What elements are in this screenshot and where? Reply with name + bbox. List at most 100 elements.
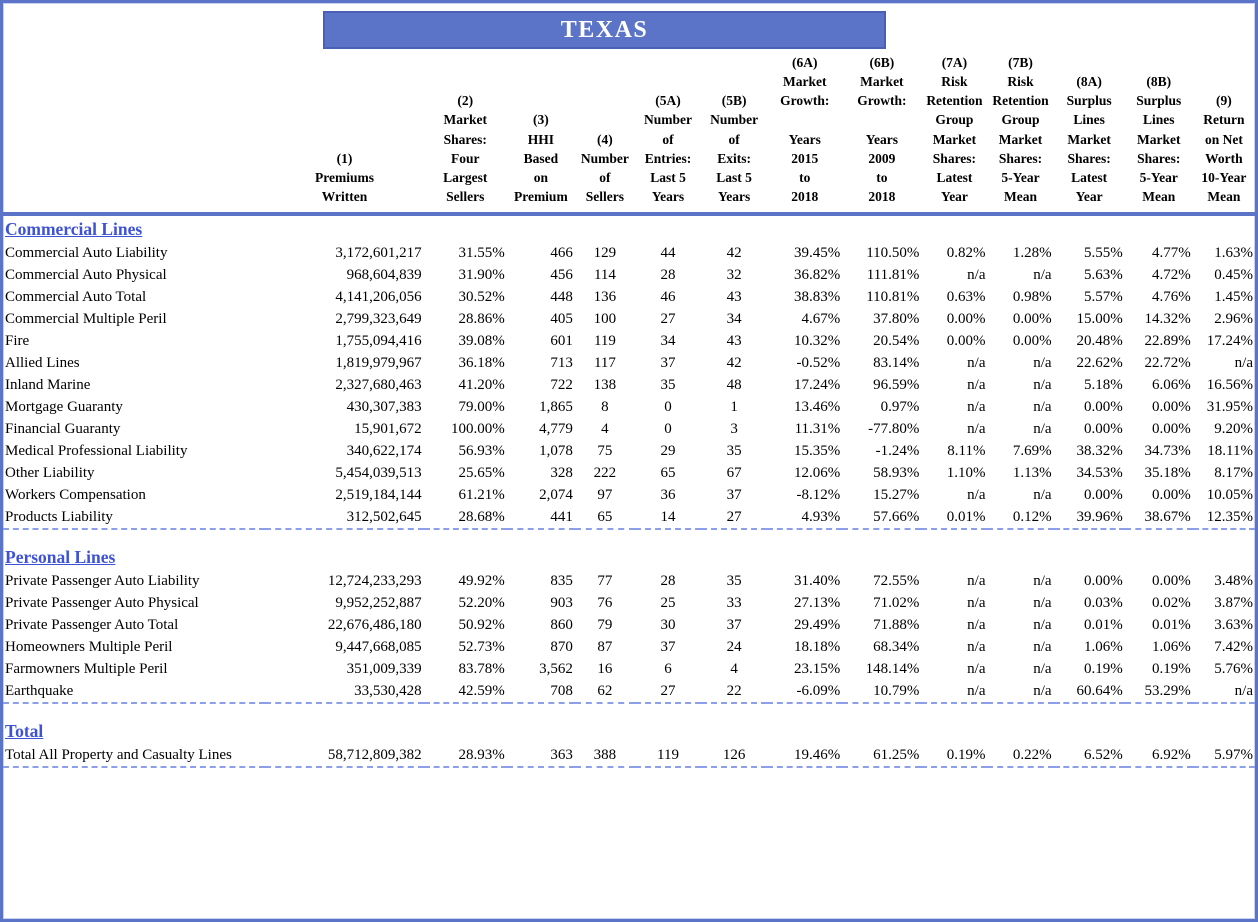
cell-market-shares-four-largest: 56.93% (458, 442, 505, 459)
cell-surplus-shares-5yr-mean: 0.01% (1152, 616, 1191, 633)
cell-market-shares-four-largest: 61.21% (458, 486, 505, 503)
cell-number-of-sellers: 138 (593, 376, 617, 393)
cell-rrg-shares-latest: n/a (967, 660, 986, 677)
cell-rrg-shares-5yr-mean: 0.22% (1012, 746, 1052, 763)
section-separator-row (3, 528, 1255, 545)
cell-number-of-sellers: 114 (593, 266, 616, 283)
cell-number-of-sellers: 222 (593, 464, 617, 481)
cell-entries-last-5-years: 34 (660, 332, 676, 349)
cell-premiums-written: 340,622,174 (346, 442, 422, 459)
cell-market-growth-2009-2018: -1.24% (875, 442, 920, 459)
cell-surplus-shares-latest: 5.57% (1083, 288, 1123, 305)
table-row: Financial Guaranty 15,901,672 100.00% 4,779… (3, 418, 1255, 440)
cell-entries-last-5-years: 28 (660, 572, 676, 589)
cell-market-growth-2015-2018: 4.93% (801, 508, 841, 525)
header-row: (1) Premiums Written (2) Market Shares: F… (3, 51, 1255, 217)
cell-exits-last-5-years: 4 (730, 660, 738, 677)
cell-return-net-worth: 1.63% (1214, 244, 1253, 261)
cell-surplus-shares-latest: 39.96% (1076, 508, 1123, 525)
cell-market-growth-2015-2018: 31.40% (794, 572, 841, 589)
cell-exits-last-5-years: 43 (726, 332, 742, 349)
cell-hhi: 363 (550, 746, 573, 763)
table-header: (1) Premiums Written (2) Market Shares: F… (3, 51, 1255, 217)
cell-entries-last-5-years: 6 (664, 660, 672, 677)
cell-surplus-shares-latest: 0.00% (1083, 572, 1123, 589)
cell-return-net-worth: 8.17% (1214, 464, 1253, 481)
cell-market-growth-2015-2018: 38.83% (794, 288, 841, 305)
cell-market-growth-2009-2018: 148.14% (865, 660, 920, 677)
cell-premiums-written: 58,712,809,382 (327, 746, 422, 763)
cell-premiums-written: 2,327,680,463 (335, 376, 422, 393)
cell-market-growth-2009-2018: 0.97% (880, 398, 920, 415)
cell-premiums-written: 5,454,039,513 (335, 464, 422, 481)
cell-rrg-shares-latest: 8.11% (947, 442, 986, 459)
cell-number-of-sellers: 75 (597, 442, 613, 459)
cell-market-shares-four-largest: 41.20% (458, 376, 505, 393)
cell-hhi: 466 (550, 244, 573, 261)
cell-market-growth-2009-2018: 111.81% (866, 266, 920, 283)
cell-hhi: 441 (550, 508, 573, 525)
cell-surplus-shares-5yr-mean: 0.02% (1152, 594, 1191, 611)
section-heading-row: Personal Lines (3, 544, 1255, 570)
cell-market-growth-2009-2018: 20.54% (873, 332, 920, 349)
cell-number-of-sellers: 97 (597, 486, 613, 503)
cell-exits-last-5-years: 126 (722, 746, 746, 763)
cell-rrg-shares-5yr-mean: n/a (1033, 594, 1052, 611)
cell-number-of-sellers: 62 (597, 682, 613, 699)
cell-surplus-shares-5yr-mean: 0.00% (1152, 486, 1191, 503)
section-separator-row (3, 702, 1255, 719)
column-header-rrg-shares-latest: (7A) Risk Retention Group Market Shares:… (921, 51, 988, 217)
cell-premiums-written: 2,799,323,649 (335, 310, 422, 327)
row-label: Other Liability (5, 464, 95, 481)
cell-surplus-shares-latest: 60.64% (1076, 682, 1123, 699)
row-label: Farmowners Multiple Peril (5, 660, 168, 677)
dashed-divider (3, 766, 1255, 783)
cell-premiums-written: 9,952,252,887 (335, 594, 422, 611)
cell-return-net-worth: 31.95% (1206, 398, 1253, 415)
table-row: Total All Property and Casualty Lines 58,… (3, 744, 1255, 767)
cell-exits-last-5-years: 42 (726, 354, 742, 371)
cell-rrg-shares-latest: n/a (967, 376, 986, 393)
row-label: Earthquake (5, 682, 74, 699)
table-row: Homeowners Multiple Peril 9,447,668,085 52… (3, 636, 1255, 658)
cell-market-growth-2015-2018: 4.67% (801, 310, 841, 327)
cell-return-net-worth: 5.76% (1214, 660, 1253, 677)
cell-surplus-shares-latest: 6.52% (1083, 746, 1123, 763)
cell-rrg-shares-5yr-mean: 7.69% (1012, 442, 1052, 459)
section-heading-label: Total (5, 720, 44, 741)
dashed-divider (3, 528, 1255, 545)
row-label: Commercial Multiple Peril (5, 310, 167, 327)
table-row: Mortgage Guaranty 430,307,383 79.00% 1,865 8… (3, 396, 1255, 418)
cell-hhi: 870 (550, 638, 573, 655)
table-row: Commercial Auto Total 4,141,206,056 30.52%… (3, 286, 1255, 308)
row-label: Products Liability (5, 508, 113, 525)
cell-surplus-shares-latest: 0.00% (1083, 398, 1123, 415)
cell-return-net-worth: n/a (1234, 682, 1253, 699)
cell-rrg-shares-latest: 0.82% (946, 244, 986, 261)
cell-hhi: 405 (550, 310, 573, 327)
cell-number-of-sellers: 79 (597, 616, 613, 633)
cell-rrg-shares-5yr-mean: n/a (1033, 486, 1052, 503)
cell-rrg-shares-latest: 0.01% (946, 508, 986, 525)
cell-rrg-shares-latest: n/a (967, 594, 986, 611)
cell-surplus-shares-5yr-mean: 22.89% (1144, 332, 1191, 349)
cell-rrg-shares-5yr-mean: n/a (1033, 682, 1052, 699)
table-row: Other Liability 5,454,039,513 25.65% 328 222… (3, 462, 1255, 484)
cell-surplus-shares-5yr-mean: 4.77% (1152, 244, 1191, 261)
cell-market-growth-2009-2018: 15.27% (873, 486, 920, 503)
section-heading: Total (3, 718, 1255, 744)
cell-market-growth-2015-2018: 27.13% (794, 594, 841, 611)
column-header-number-of-sellers: (4) Number of Sellers (574, 51, 635, 217)
cell-return-net-worth: 7.42% (1214, 638, 1253, 655)
dashed-divider (3, 702, 1255, 719)
table-row: Allied Lines 1,819,979,967 36.18% 713 117 37 4… (3, 352, 1255, 374)
cell-surplus-shares-latest: 0.01% (1083, 616, 1123, 633)
cell-surplus-shares-5yr-mean: 14.32% (1144, 310, 1191, 327)
cell-premiums-written: 22,676,486,180 (327, 616, 422, 633)
cell-surplus-shares-5yr-mean: 1.06% (1152, 638, 1191, 655)
cell-market-growth-2015-2018: 10.32% (794, 332, 841, 349)
section-heading: Personal Lines (3, 544, 1255, 570)
cell-market-shares-four-largest: 28.68% (458, 508, 505, 525)
cell-exits-last-5-years: 34 (726, 310, 742, 327)
cell-hhi: 4,779 (539, 420, 573, 437)
